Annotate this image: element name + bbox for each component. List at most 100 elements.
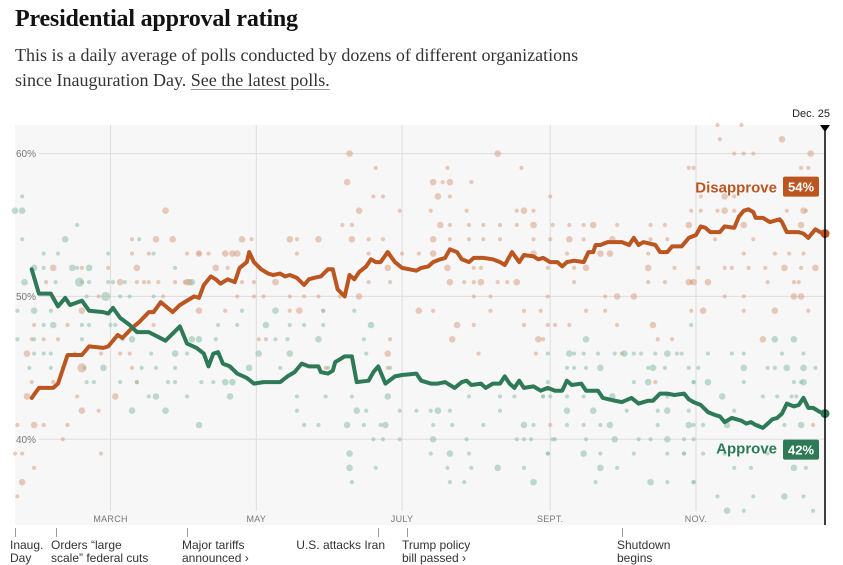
- approve-poll-dot: [581, 394, 586, 399]
- disapprove-poll-dot: [696, 265, 701, 270]
- disapprove-poll-dot: [133, 264, 141, 272]
- disapprove-poll-dot: [613, 293, 621, 300]
- disapprove-poll-dot: [294, 251, 300, 256]
- latest-polls-link[interactable]: See the latest polls.: [190, 70, 330, 90]
- approve-poll-dot: [741, 508, 746, 513]
- approve-poll-dot: [797, 421, 805, 429]
- approve-poll-dot: [789, 394, 794, 399]
- approve-poll-dot: [106, 280, 111, 285]
- approve-poll-dot: [321, 322, 326, 328]
- disapprove-poll-dot: [514, 208, 519, 213]
- disapprove-poll-dot: [78, 307, 86, 315]
- disapprove-poll-dot: [366, 280, 371, 285]
- disapprove-poll-dot: [772, 251, 777, 256]
- approve-poll-dot: [583, 365, 589, 370]
- approve-poll-dot: [113, 322, 118, 328]
- disapprove-poll-dot: [55, 337, 61, 342]
- disapprove-poll-dot: [787, 251, 792, 256]
- disapprove-poll-dot: [739, 122, 744, 128]
- approve-poll-dot: [134, 380, 139, 385]
- disapprove-poll-dot: [206, 251, 211, 256]
- disapprove-poll-dot: [552, 322, 558, 328]
- approve-poll-dot: [564, 394, 570, 399]
- disapprove-value-badge: [783, 176, 819, 197]
- disapprove-poll-dot: [32, 465, 37, 470]
- approve-poll-dot: [101, 291, 111, 302]
- disapprove-poll-dot: [740, 221, 748, 229]
- disapprove-poll-dot: [495, 280, 500, 285]
- disapprove-poll-dot: [799, 165, 804, 170]
- approve-poll-dot: [122, 280, 128, 285]
- approve-poll-dot: [32, 337, 37, 342]
- approve-poll-dot: [723, 507, 731, 515]
- event-label: Day: [10, 551, 32, 565]
- approve-poll-dot: [494, 464, 501, 472]
- disapprove-poll-dot: [447, 222, 452, 228]
- disapprove-poll-dot: [156, 280, 161, 285]
- approve-poll-dot: [751, 494, 756, 499]
- approve-poll-dot: [48, 351, 53, 356]
- event-label: announced ›: [182, 551, 249, 565]
- approve-poll-dot: [41, 251, 46, 256]
- disapprove-poll-dot: [464, 208, 469, 213]
- approve-poll-dot: [188, 278, 196, 286]
- disapprove-poll-dot: [538, 308, 543, 313]
- approve-poll-dot: [691, 437, 696, 442]
- disapprove-poll-dot: [182, 280, 187, 285]
- approve-poll-dot: [741, 351, 746, 356]
- disapprove-poll-dot: [388, 337, 393, 342]
- disapprove-poll-dot: [251, 294, 257, 299]
- approve-poll-dot: [213, 337, 218, 342]
- disapprove-poll-dot: [471, 294, 476, 299]
- approve-poll-dot: [346, 450, 353, 457]
- disapprove-poll-dot: [343, 178, 351, 186]
- disapprove-poll-dot: [548, 422, 553, 428]
- disapprove-poll-dot: [172, 280, 178, 285]
- disapprove-poll-dot: [127, 351, 132, 356]
- approve-poll-dot: [791, 380, 797, 385]
- approve-poll-dot: [729, 351, 734, 356]
- approve-poll-dot: [273, 337, 278, 342]
- approve-poll-dot: [655, 422, 660, 428]
- approve-poll-dot: [589, 407, 597, 415]
- disapprove-poll-dot: [790, 293, 798, 300]
- disapprove-poll-dot: [497, 222, 503, 228]
- disapprove-poll-dot: [514, 222, 519, 228]
- disapprove-poll-dot: [287, 308, 292, 313]
- approve-poll-dot: [128, 335, 136, 343]
- disapprove-poll-dot: [429, 178, 437, 186]
- x-tick-label: NOV.: [685, 514, 707, 524]
- approve-poll-dot: [581, 351, 586, 356]
- approve-poll-dot: [27, 365, 32, 370]
- approve-poll-dot: [564, 422, 570, 428]
- approve-poll-dot: [323, 394, 328, 399]
- approve-poll-dot: [346, 464, 353, 472]
- approve-poll-dot: [545, 451, 550, 456]
- disapprove-poll-dot: [685, 221, 693, 229]
- disapprove-poll-dot: [481, 237, 486, 242]
- disapprove-poll-dot: [545, 265, 550, 270]
- approve-poll-dot: [139, 365, 144, 370]
- approve-poll-dot: [30, 307, 38, 315]
- disapprove-poll-dot: [444, 264, 451, 272]
- disapprove-poll-dot: [699, 307, 707, 315]
- approve-poll-dot: [583, 437, 589, 442]
- disapprove-poll-dot: [162, 207, 169, 215]
- approve-poll-dot: [464, 437, 469, 442]
- approve-poll-dot: [595, 351, 601, 356]
- approve-poll-dot: [646, 365, 651, 370]
- approve-poll-dot: [382, 421, 389, 429]
- approve-poll-dot: [349, 394, 355, 399]
- disapprove-poll-dot: [581, 237, 586, 242]
- disapprove-poll-dot: [471, 322, 476, 328]
- approve-poll-dot: [653, 351, 658, 356]
- disapprove-poll-dot: [30, 421, 38, 429]
- disapprove-poll-dot: [812, 264, 819, 272]
- approve-poll-dot: [74, 277, 85, 287]
- approve-poll-dot: [782, 422, 787, 428]
- disapprove-poll-dot: [545, 322, 550, 328]
- approve-poll-dot: [352, 308, 357, 313]
- disapprove-poll-dot: [448, 335, 456, 343]
- approve-poll-dot: [128, 407, 136, 415]
- approve-poll-dot: [445, 465, 450, 470]
